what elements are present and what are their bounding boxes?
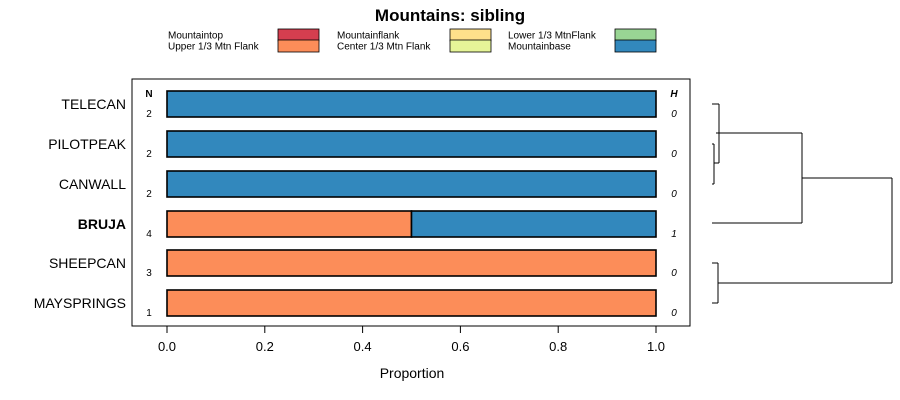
x-tick-label: 1.0 bbox=[647, 339, 665, 354]
legend-swatch-lower-1-3-mtnflank bbox=[614, 28, 657, 42]
bar-sheepcan-upper-1-3-mtn-flank bbox=[166, 249, 657, 277]
plot-frame bbox=[131, 78, 691, 327]
x-tick-label: 0.8 bbox=[549, 339, 567, 354]
h-value-sheepcan: 0 bbox=[671, 268, 677, 279]
x-tick-label: 0.0 bbox=[158, 339, 176, 354]
legend-swatch-mountaintop bbox=[277, 28, 320, 42]
chart-title: Mountains: sibling bbox=[375, 6, 525, 25]
bar-pilotpeak-mountainbase bbox=[166, 130, 657, 158]
row-label-maysprings: MAYSPRINGS bbox=[34, 295, 126, 311]
bar-canwall-mountainbase bbox=[166, 170, 657, 198]
x-tick-label: 0.2 bbox=[256, 339, 274, 354]
row-label-canwall: CANWALL bbox=[59, 176, 126, 192]
row-label-sheepcan: SHEEPCAN bbox=[49, 255, 126, 271]
legend-swatch-mountainflank bbox=[449, 28, 492, 42]
h-value-telecan: 0 bbox=[671, 109, 677, 120]
bar-maysprings-upper-1-3-mtn-flank bbox=[166, 289, 657, 317]
row-label-bruja: BRUJA bbox=[78, 216, 126, 232]
bar-bruja-upper-1-3-mtn-flank bbox=[166, 210, 413, 238]
x-axis-label: Proportion bbox=[380, 365, 445, 381]
bar-bruja-mountainbase bbox=[410, 210, 657, 238]
n-value-pilotpeak: 2 bbox=[146, 149, 152, 160]
rows: TELECAN 2 0 PILOTPEAK 2 0 CANWALL 2 0 BRUJA 4 1 SHEE… bbox=[34, 90, 677, 319]
h-value-bruja: 1 bbox=[671, 229, 677, 240]
legend-label-upper-1-3-mtn-flank: Upper 1/3 Mtn Flank bbox=[168, 42, 260, 53]
legend-label-mountainbase: Mountainbase bbox=[508, 42, 571, 53]
legend-swatch-center-1-3-mtn-flank bbox=[449, 39, 492, 53]
n-header: N bbox=[145, 89, 152, 100]
legend-label-center-1-3-mtn-flank: Center 1/3 Mtn Flank bbox=[337, 42, 431, 53]
dendrogram bbox=[712, 103, 893, 304]
legend-swatch-upper-1-3-mtn-flank bbox=[277, 39, 320, 53]
n-value-sheepcan: 3 bbox=[146, 268, 152, 279]
legend-label-lower-1-3-mtnflank: Lower 1/3 MtnFlank bbox=[508, 31, 597, 42]
bar-telecan-mountainbase bbox=[166, 90, 657, 118]
n-value-telecan: 2 bbox=[146, 109, 152, 120]
row-label-telecan: TELECAN bbox=[61, 96, 126, 112]
h-value-maysprings: 0 bbox=[671, 308, 677, 319]
legend-swatch-mountainbase bbox=[614, 39, 657, 53]
h-value-canwall: 0 bbox=[671, 189, 677, 200]
row-label-pilotpeak: PILOTPEAK bbox=[48, 136, 126, 152]
h-header: H bbox=[670, 89, 678, 100]
legend-label-mountainflank: Mountainflank bbox=[337, 31, 400, 42]
n-value-bruja: 4 bbox=[146, 229, 152, 240]
n-value-canwall: 2 bbox=[146, 189, 152, 200]
n-value-maysprings: 1 bbox=[146, 308, 152, 319]
x-tick-label: 0.6 bbox=[451, 339, 469, 354]
x-tick-label: 0.4 bbox=[354, 339, 372, 354]
x-axis: 0.0 0.2 0.4 0.6 0.8 1.0 bbox=[158, 326, 665, 354]
h-value-pilotpeak: 0 bbox=[671, 149, 677, 160]
legend-label-mountaintop: Mountaintop bbox=[168, 31, 223, 42]
